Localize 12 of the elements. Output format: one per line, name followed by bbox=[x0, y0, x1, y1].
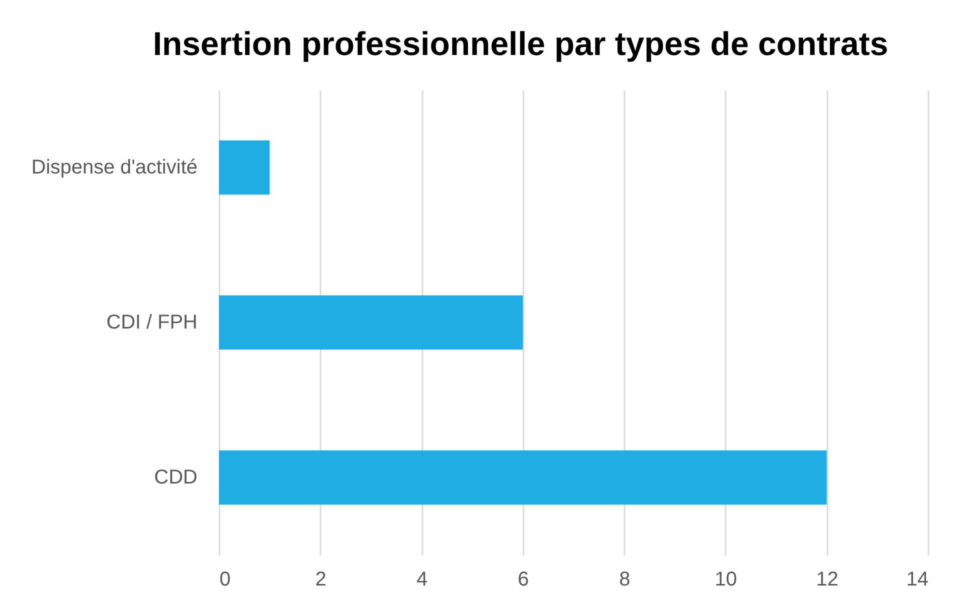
x-tick-label: 8 bbox=[619, 568, 630, 590]
chart-title: Insertion professionnelle par types de contrats bbox=[152, 25, 888, 62]
y-tick-label: Dispense d'activité bbox=[31, 156, 198, 178]
y-tick-label: CDD bbox=[154, 466, 198, 488]
y-tick-label: CDI / FPH bbox=[106, 312, 198, 334]
x-tick-label: 14 bbox=[906, 568, 928, 590]
x-tick-label: 4 bbox=[416, 568, 428, 590]
x-tick-label: 12 bbox=[816, 568, 838, 590]
x-tick-label: 6 bbox=[518, 568, 529, 590]
x-tick-label: 0 bbox=[220, 568, 231, 590]
x-tick-label: 2 bbox=[315, 568, 326, 590]
x-tick-label: 10 bbox=[714, 568, 738, 590]
